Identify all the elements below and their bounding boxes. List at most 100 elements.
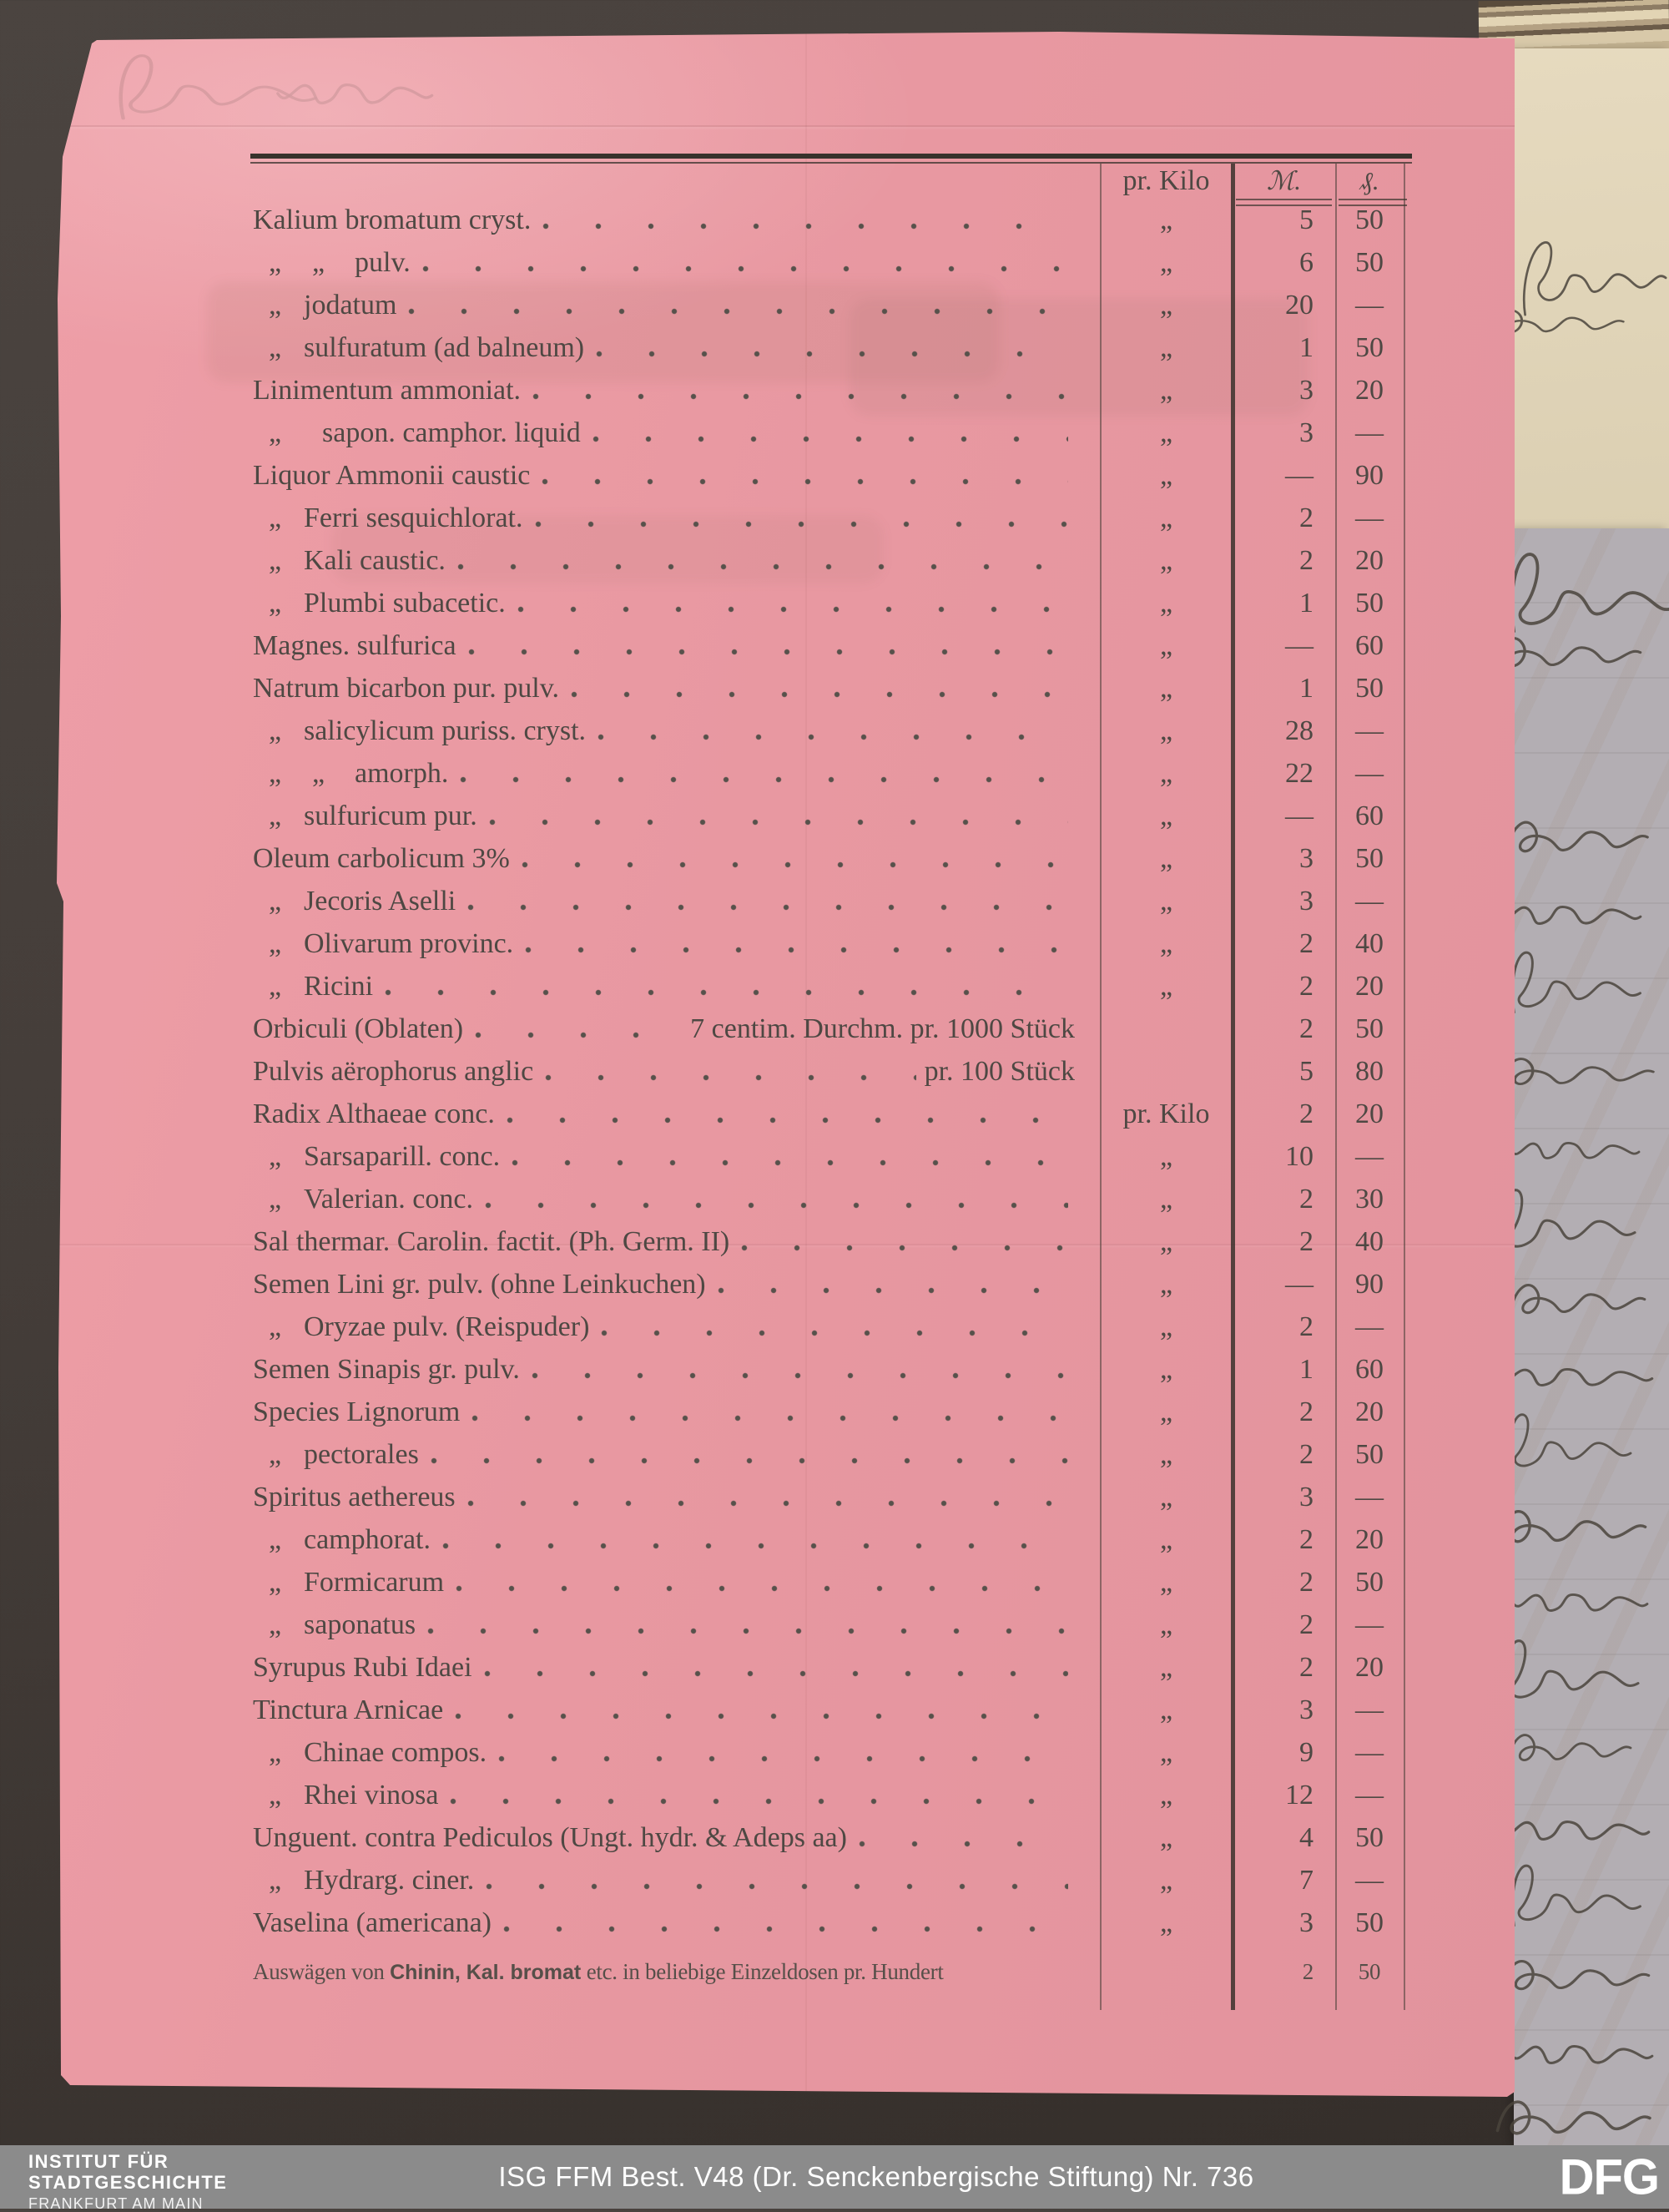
item-label: Tinctura Arnicae — [253, 1694, 444, 1725]
table-row: „ Ricini „ 2 20 — [57, 965, 1515, 1008]
ditto-mark: „ — [269, 1780, 282, 1811]
dot-leader — [545, 1073, 916, 1082]
unit-cell: „ — [1159, 715, 1173, 746]
table-row: „ saponatus „ 2 — — [57, 1603, 1515, 1646]
unit-cell — [1100, 1050, 1233, 1093]
unit-cell: „ — [1159, 1354, 1173, 1385]
item-label: Semen Sinapis gr. pulv. — [253, 1354, 520, 1385]
dot-leader — [858, 1840, 1068, 1848]
dot-leader — [598, 733, 1068, 741]
table-row: „ „ amorph. „ 22 — — [57, 752, 1515, 795]
mark-value-cell: 6 — [1299, 247, 1314, 278]
dot-leader — [506, 1116, 1068, 1124]
pfennig-value-cell: 50 — [1355, 843, 1384, 874]
item-name-cell: Species Lignorum — [253, 1391, 1077, 1433]
table-row: „ Rhei vinosa „ 12 — — [57, 1774, 1515, 1816]
mark-value-cell: 2 — [1299, 545, 1314, 576]
mark-value-cell: 2 — [1299, 1524, 1314, 1555]
pfennig-value-cell: — — [1355, 1694, 1384, 1725]
archive-footer-bar: INSTITUT FÜR STADTGESCHICHTE FRANKFURT A… — [0, 2145, 1669, 2212]
institute-logo-text: INSTITUT FÜR STADTGESCHICHTE FRANKFURT A… — [28, 2151, 227, 2212]
mark-value-cell: 7 — [1299, 1865, 1314, 1896]
item-label: pectorales — [304, 1439, 419, 1470]
item-label: Pulvis aërophorus anglic — [253, 1056, 534, 1087]
item-label: Sarsaparill. conc. — [304, 1141, 501, 1172]
mark-value-cell: 2 — [1299, 1652, 1314, 1683]
ditto-mark: „ — [312, 247, 325, 278]
ditto-mark: „ — [269, 800, 282, 831]
dot-leader — [466, 1499, 1068, 1507]
table-row: „ sulfuratum (ad balneum) „ 1 50 — [57, 326, 1515, 369]
mark-value-cell: 3 — [1299, 886, 1314, 917]
mark-value-cell: 12 — [1285, 1780, 1314, 1811]
item-label: Natrum bicarbon pur. pulv. — [253, 673, 559, 704]
item-label: Vaselina (americana) — [253, 1907, 492, 1938]
item-name-cell: „ Sarsaparill. conc. — [253, 1135, 1077, 1178]
table-row: Tinctura Arnicae „ 3 — — [57, 1689, 1515, 1731]
mark-value-cell: — — [1285, 800, 1314, 831]
column-divider — [1100, 164, 1102, 2010]
dot-leader — [483, 1669, 1068, 1678]
unit-cell: „ — [1159, 1822, 1173, 1853]
item-label: Olivarum provinc. — [304, 928, 514, 959]
mark-value-cell: — — [1285, 630, 1314, 661]
item-name-cell: „ Oryzae pulv. (Reispuder) — [253, 1305, 1077, 1348]
unit-cell: „ — [1159, 886, 1173, 917]
item-label: Kalium bromatum cryst. — [253, 205, 532, 235]
table-row: Pulvis aërophorus anglic pr. 100 Stück 5 80 — [57, 1050, 1515, 1093]
table-row: Kalium bromatum cryst. „ 5 50 — [57, 199, 1515, 241]
pfennig-value-cell: 80 — [1355, 1056, 1384, 1087]
unit-cell — [1100, 1008, 1233, 1050]
mark-value-cell: 2 — [1299, 1098, 1314, 1129]
ditto-mark: „ — [269, 545, 282, 576]
dot-leader — [455, 1712, 1068, 1720]
column-header-pfennig: ₰. — [1359, 166, 1379, 195]
dot-leader — [534, 520, 1068, 528]
mark-value-cell: 20 — [1285, 290, 1314, 321]
item-name-cell: „ Ferri sesquichlorat. — [253, 497, 1077, 539]
institute-line2: STADTGESCHICHTE — [28, 2172, 228, 2194]
unit-cell: „ — [1159, 417, 1173, 448]
item-label: Oleum carbolicum 3% — [253, 843, 510, 874]
ditto-mark: „ — [269, 1184, 282, 1215]
item-name-cell: Sal thermar. Carolin. factit. (Ph. Germ.… — [253, 1220, 1077, 1263]
faded-pencil-marks — [115, 47, 434, 147]
pfennig-value-cell: 20 — [1355, 1652, 1384, 1683]
table-row: „ Sarsaparill. conc. „ 10 — — [57, 1135, 1515, 1178]
mark-value-cell: 1 — [1299, 332, 1314, 363]
pfennig-value-cell: 20 — [1355, 971, 1384, 1002]
table-row: Species Lignorum „ 2 20 — [57, 1391, 1515, 1433]
dot-leader — [467, 648, 1068, 656]
pfennig-value-cell: — — [1355, 886, 1384, 917]
handwriting-top-note — [1493, 240, 1667, 334]
column-divider — [1335, 164, 1337, 2010]
dfg-logo: DFG — [1559, 2149, 1660, 2205]
unit-cell: „ — [1159, 375, 1173, 406]
pfennig-value-cell: 50 — [1355, 1013, 1384, 1044]
table-row: Magnes. sulfurica „ — 60 — [57, 624, 1515, 667]
item-name-cell: „ Jecoris Aselli — [253, 880, 1077, 922]
paper-crease — [805, 32, 807, 2097]
item-name-cell: Semen Lini gr. pulv. (ohne Leinkuchen) — [253, 1263, 1077, 1305]
ditto-mark: „ — [269, 1141, 282, 1172]
item-name-cell: „ sulfuricum pur. — [253, 795, 1077, 837]
table-row: „ Jecoris Aselli „ 3 — — [57, 880, 1515, 922]
archive-reference-caption: ISG FFM Best. V48 (Dr. Senckenbergische … — [498, 2161, 1254, 2192]
item-name-cell: „ „ pulv. — [253, 241, 1077, 284]
pfennig-value-cell: — — [1355, 1780, 1384, 1811]
pfennig-value-cell: 20 — [1355, 375, 1384, 406]
item-name-cell: Radix Althaeae conc. — [253, 1093, 1077, 1135]
item-label: amorph. — [355, 758, 449, 789]
item-name-cell: Kalium bromatum cryst. — [253, 199, 1077, 241]
item-label: Rhei vinosa — [304, 1780, 439, 1811]
unit-cell: „ — [1159, 1652, 1173, 1683]
item-label: Radix Althaeae conc. — [253, 1098, 495, 1129]
dot-leader — [427, 1627, 1068, 1635]
item-suffix: pr. 100 Stück — [924, 1056, 1075, 1087]
item-label: Oryzae pulv. (Reispuder) — [304, 1311, 590, 1342]
dot-leader — [484, 1201, 1068, 1210]
paper-crease — [57, 125, 1515, 127]
ditto-mark: „ — [269, 332, 282, 363]
table-row: „ „ pulv. „ 6 50 — [57, 241, 1515, 284]
